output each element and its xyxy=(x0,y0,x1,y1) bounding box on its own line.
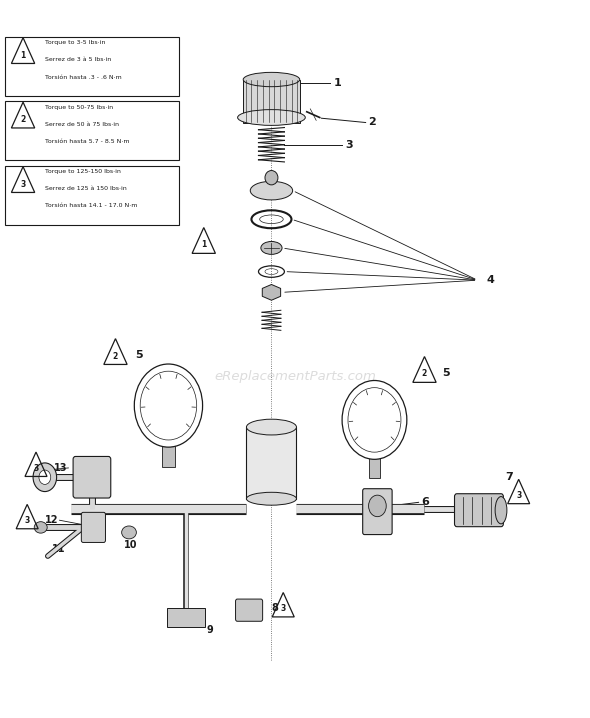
Text: 13: 13 xyxy=(54,463,67,473)
Ellipse shape xyxy=(247,493,296,505)
Text: Torsión hasta .3 - .6 N·m: Torsión hasta .3 - .6 N·m xyxy=(45,75,122,80)
Text: 8: 8 xyxy=(271,603,278,613)
Text: Serrez de 3 à 5 lbs·in: Serrez de 3 à 5 lbs·in xyxy=(45,57,111,62)
Ellipse shape xyxy=(265,171,278,185)
Ellipse shape xyxy=(34,522,47,533)
Text: 2: 2 xyxy=(113,352,118,360)
Text: 11: 11 xyxy=(52,544,65,554)
Ellipse shape xyxy=(250,181,293,200)
FancyBboxPatch shape xyxy=(73,457,111,498)
Text: 1: 1 xyxy=(201,241,206,249)
Circle shape xyxy=(369,495,386,517)
Text: Torque to 125-150 lbs·in: Torque to 125-150 lbs·in xyxy=(45,169,121,174)
Text: Torsión hasta 5.7 - 8.5 N·m: Torsión hasta 5.7 - 8.5 N·m xyxy=(45,139,129,144)
Text: 9: 9 xyxy=(206,625,214,635)
Text: Torsión hasta 14.1 - 17.0 N·m: Torsión hasta 14.1 - 17.0 N·m xyxy=(45,203,137,208)
Text: 2: 2 xyxy=(369,117,376,127)
Text: 3: 3 xyxy=(516,491,522,500)
Text: 1: 1 xyxy=(333,78,341,88)
Ellipse shape xyxy=(238,110,305,126)
Text: eReplacementParts.com: eReplacementParts.com xyxy=(214,370,376,383)
Text: 12: 12 xyxy=(45,516,58,526)
FancyBboxPatch shape xyxy=(5,166,179,225)
Text: 7: 7 xyxy=(506,472,513,482)
FancyBboxPatch shape xyxy=(5,37,179,96)
Circle shape xyxy=(39,470,51,485)
Text: 6: 6 xyxy=(421,498,430,508)
FancyBboxPatch shape xyxy=(243,80,300,123)
Text: 3: 3 xyxy=(281,605,286,613)
FancyBboxPatch shape xyxy=(162,446,175,467)
Text: 2: 2 xyxy=(422,370,427,378)
Circle shape xyxy=(33,463,57,492)
FancyBboxPatch shape xyxy=(369,458,381,478)
Circle shape xyxy=(342,381,407,460)
Text: 2: 2 xyxy=(21,115,26,124)
Polygon shape xyxy=(263,284,281,300)
Text: 1: 1 xyxy=(21,50,26,60)
Text: Serrez de 125 à 150 lbs·in: Serrez de 125 à 150 lbs·in xyxy=(45,186,127,191)
Text: 3: 3 xyxy=(345,140,353,150)
Text: Torque to 3-5 lbs·in: Torque to 3-5 lbs·in xyxy=(45,40,105,45)
Ellipse shape xyxy=(122,526,136,539)
Ellipse shape xyxy=(247,419,296,435)
Text: Serrez de 50 à 75 lbs·in: Serrez de 50 à 75 lbs·in xyxy=(45,122,119,127)
FancyBboxPatch shape xyxy=(247,427,296,499)
FancyBboxPatch shape xyxy=(235,599,263,621)
Text: 3: 3 xyxy=(25,516,30,526)
FancyBboxPatch shape xyxy=(5,101,179,161)
Text: 10: 10 xyxy=(124,541,138,550)
FancyBboxPatch shape xyxy=(454,494,503,527)
Text: 5: 5 xyxy=(442,368,450,378)
FancyBboxPatch shape xyxy=(363,489,392,535)
Ellipse shape xyxy=(495,497,507,524)
FancyBboxPatch shape xyxy=(81,513,106,543)
Circle shape xyxy=(140,371,196,440)
Text: Torque to 50-75 lbs·in: Torque to 50-75 lbs·in xyxy=(45,105,113,110)
Circle shape xyxy=(348,388,401,452)
Text: 3: 3 xyxy=(34,464,38,473)
Text: 5: 5 xyxy=(135,350,143,360)
Circle shape xyxy=(135,364,202,447)
Ellipse shape xyxy=(243,73,300,87)
Text: 4: 4 xyxy=(486,275,494,285)
Ellipse shape xyxy=(261,241,282,254)
FancyBboxPatch shape xyxy=(168,608,205,627)
Text: 3: 3 xyxy=(21,180,26,189)
